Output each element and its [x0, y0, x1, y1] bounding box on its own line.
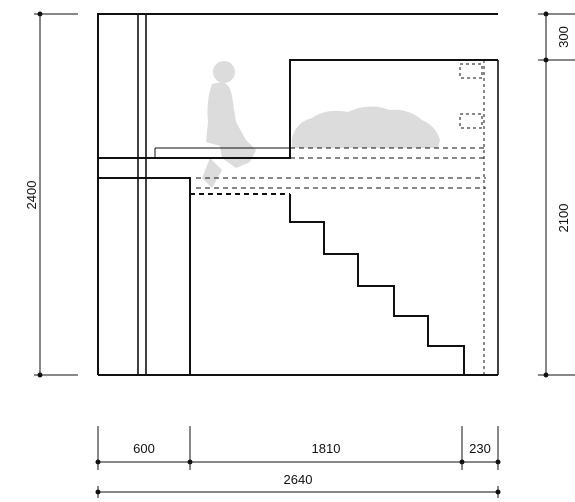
- stair: [190, 193, 465, 375]
- dim-middle-width-label: 1810: [312, 441, 341, 456]
- dim-right-width-label: 230: [469, 441, 491, 456]
- mid-level: [98, 177, 486, 375]
- dim-total-height-label: 2400: [24, 181, 39, 210]
- dim-upper-height-label: 300: [556, 26, 571, 48]
- dim-left-width-label: 600: [133, 441, 155, 456]
- dim-lower-height-label: 2100: [556, 204, 571, 233]
- loft-platform: [98, 59, 498, 159]
- building-outline: [97, 13, 499, 376]
- dim-widths: 600 1810 230: [95, 426, 501, 470]
- column: [137, 14, 147, 375]
- reclining-person-figure: [292, 106, 440, 148]
- seated-person-figure: [202, 61, 256, 188]
- dim-total-height: 2400: [24, 11, 78, 378]
- ladder-rail: [459, 60, 485, 375]
- dim-total-width-label: 2640: [284, 472, 313, 487]
- dim-right-heights: 300 2100: [538, 11, 575, 378]
- dim-total-width: 2640: [95, 472, 501, 498]
